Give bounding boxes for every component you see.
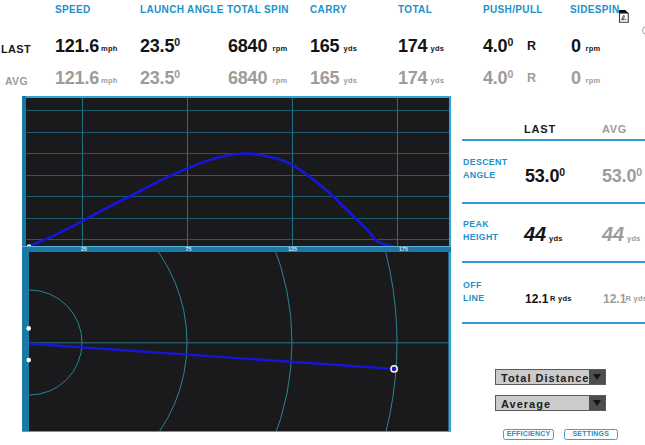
svg-text:25: 25: [81, 246, 87, 252]
svg-text:175: 175: [399, 246, 408, 252]
svg-text:125: 125: [288, 246, 297, 252]
svg-text:75: 75: [186, 246, 192, 252]
